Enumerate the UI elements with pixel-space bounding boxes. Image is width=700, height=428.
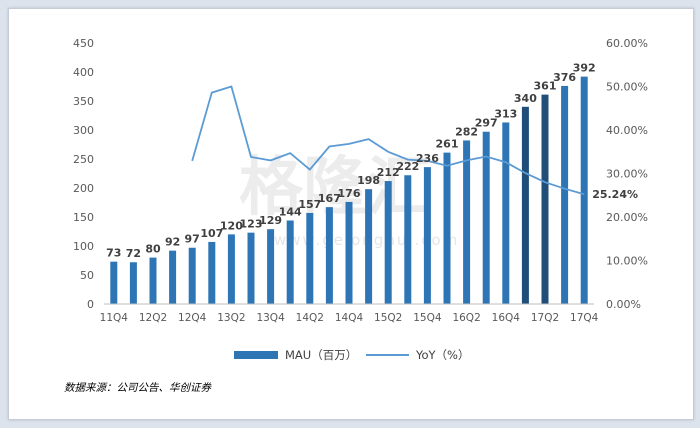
bar-value-label: 92 bbox=[165, 236, 180, 249]
bar bbox=[541, 94, 549, 305]
bar bbox=[404, 175, 412, 304]
bar bbox=[561, 85, 569, 304]
legend-swatch-mau bbox=[234, 351, 278, 359]
bar-value-label: 222 bbox=[396, 160, 419, 173]
bar bbox=[423, 167, 431, 304]
right-axis: 0.00% 10.00% 20.00% 30.00% 40.00% 50.00% 60.00… bbox=[606, 37, 648, 311]
y-right-tick: 50.00% bbox=[606, 81, 648, 94]
bar-value-label: 72 bbox=[126, 247, 141, 260]
bar bbox=[365, 189, 373, 304]
bar bbox=[521, 106, 529, 304]
bar bbox=[580, 76, 588, 304]
bar-value-label: 198 bbox=[357, 174, 380, 187]
bar bbox=[384, 181, 392, 304]
x-tick-label: 15Q2 bbox=[374, 312, 402, 324]
bar-value-label: 157 bbox=[298, 198, 321, 211]
bar-value-label: 297 bbox=[475, 117, 498, 130]
bar bbox=[443, 152, 451, 304]
x-tick-label: 16Q4 bbox=[492, 312, 521, 324]
y-left-tick: 300 bbox=[73, 124, 94, 137]
bar-value-label: 97 bbox=[185, 233, 200, 246]
y-left-tick: 350 bbox=[73, 95, 94, 108]
y-right-tick: 30.00% bbox=[606, 168, 648, 181]
chart-panel: 格隆汇 www.gelonghui.com 050100150200250300… bbox=[8, 8, 694, 420]
x-tick-label: 13Q2 bbox=[217, 312, 245, 324]
bar-value-label: 167 bbox=[318, 192, 341, 205]
x-tick-label: 14Q4 bbox=[335, 312, 364, 324]
y-right-tick: 60.00% bbox=[606, 37, 648, 50]
bar bbox=[325, 207, 333, 304]
bar-value-label: 236 bbox=[416, 152, 439, 165]
yoy-line bbox=[191, 85, 585, 196]
bar-value-label: 107 bbox=[200, 227, 223, 240]
bar-value-label: 340 bbox=[514, 92, 537, 105]
x-tick-label: 13Q4 bbox=[256, 312, 285, 324]
data-labels: 73 72 80 92 97 107120123129144157167176198212… bbox=[106, 62, 638, 261]
y-left-tick: 200 bbox=[73, 182, 94, 195]
bar bbox=[110, 261, 118, 304]
bar bbox=[306, 212, 314, 304]
bar bbox=[286, 220, 294, 304]
source-note: 数据来源：公司公告、华创证券 bbox=[64, 382, 212, 394]
chart-svg: 格隆汇 www.gelonghui.com 050100150200250300… bbox=[64, 37, 648, 394]
bar bbox=[463, 140, 471, 304]
bar bbox=[149, 257, 157, 304]
bar bbox=[227, 234, 235, 304]
bar-value-label: 123 bbox=[240, 218, 263, 231]
bar bbox=[345, 201, 353, 304]
legend-label-mau: MAU（百万） bbox=[285, 348, 357, 362]
bar-value-label: 282 bbox=[455, 125, 478, 138]
y-left-tick: 0 bbox=[87, 298, 94, 311]
x-tick-label: 12Q4 bbox=[178, 312, 207, 324]
y-left-tick: 400 bbox=[73, 66, 94, 79]
bar bbox=[129, 262, 137, 304]
bar-value-label: 73 bbox=[106, 247, 121, 260]
y-left-tick: 50 bbox=[80, 269, 94, 282]
bar-value-label: 176 bbox=[338, 187, 361, 200]
bar-value-label: 80 bbox=[145, 243, 161, 256]
x-axis: 11Q4 12Q2 12Q4 13Q2 13Q4 14Q2 14Q4 15Q2 15Q4 16Q2… bbox=[100, 303, 599, 324]
line-series bbox=[191, 85, 585, 196]
y-left-tick: 250 bbox=[73, 153, 94, 166]
bar-value-label: 261 bbox=[436, 138, 459, 151]
bar-value-label: 313 bbox=[494, 107, 517, 120]
x-tick-label: 17Q2 bbox=[531, 312, 559, 324]
x-tick-label: 17Q4 bbox=[570, 312, 599, 324]
x-tick-label: 14Q2 bbox=[296, 312, 324, 324]
bar-value-label: 392 bbox=[573, 62, 596, 75]
y-left-tick: 100 bbox=[73, 240, 94, 253]
yoy-last-label: 25.24% bbox=[592, 188, 638, 201]
bar bbox=[502, 122, 510, 305]
legend-label-yoy: YoY（%） bbox=[415, 348, 470, 362]
bar bbox=[169, 250, 177, 304]
y-right-tick: 10.00% bbox=[606, 255, 648, 268]
y-right-tick: 0.00% bbox=[606, 298, 641, 311]
bar bbox=[482, 131, 490, 304]
bar bbox=[188, 247, 196, 304]
x-tick-label: 12Q2 bbox=[139, 312, 167, 324]
x-tick-label: 15Q4 bbox=[413, 312, 442, 324]
bar-value-label: 129 bbox=[259, 214, 282, 227]
bar-series bbox=[110, 76, 588, 305]
bar-value-label: 144 bbox=[279, 205, 302, 218]
left-axis: 0 50 100 150 200 250 300 350 400 450 bbox=[73, 37, 94, 311]
bar-value-label: 361 bbox=[534, 80, 557, 93]
bar bbox=[267, 229, 275, 304]
bar-value-label: 212 bbox=[377, 166, 400, 179]
y-left-tick: 150 bbox=[73, 211, 94, 224]
bar bbox=[208, 241, 216, 304]
legend: MAU（百万） YoY（%） bbox=[234, 348, 470, 362]
y-right-tick: 40.00% bbox=[606, 124, 648, 137]
y-left-tick: 450 bbox=[73, 37, 94, 50]
bar-value-label: 376 bbox=[553, 71, 576, 84]
y-right-tick: 20.00% bbox=[606, 211, 648, 224]
watermark-text: 格隆汇 bbox=[239, 151, 431, 225]
x-tick-label: 16Q2 bbox=[452, 312, 480, 324]
bar bbox=[247, 232, 255, 304]
x-tick-label: 11Q4 bbox=[100, 312, 129, 324]
bar-value-label: 120 bbox=[220, 219, 243, 232]
